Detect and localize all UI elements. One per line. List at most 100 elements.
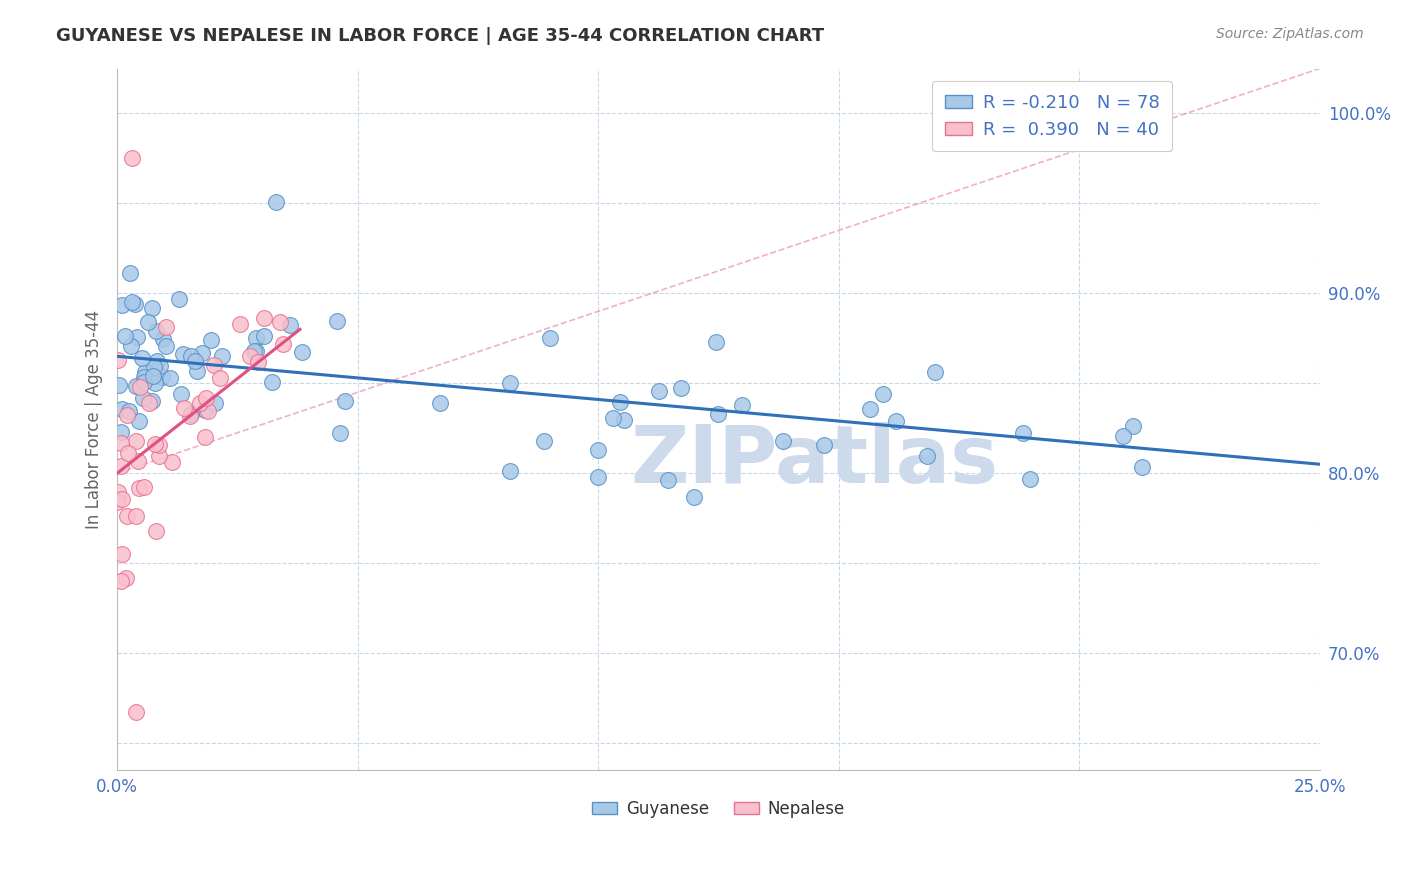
Point (145, 324, 167, 338)
Point (239, 349, 262, 363)
Point (264, 194, 287, 209)
Point (669, 381, 692, 395)
Point (333, 394, 356, 409)
Point (586, 442, 609, 457)
Point (859, 402, 882, 417)
Point (813, 438, 835, 452)
Point (125, 330, 148, 344)
Point (143, 437, 166, 451)
Point (124, 508, 146, 523)
Point (499, 376, 522, 390)
Point (197, 404, 219, 418)
Point (706, 334, 728, 349)
Point (278, 318, 301, 332)
Point (194, 391, 217, 405)
Point (149, 359, 172, 373)
Point (613, 413, 636, 427)
Point (115, 508, 138, 523)
Point (128, 414, 150, 428)
Point (184, 354, 207, 368)
Point (132, 375, 155, 389)
Text: ZIPatlas: ZIPatlas (630, 422, 998, 500)
Point (136, 315, 159, 329)
Point (1018, 472, 1040, 486)
Point (105, 495, 128, 509)
Point (915, 450, 938, 464)
Point (731, 398, 754, 412)
Point (155, 319, 177, 334)
Point (429, 395, 451, 409)
Point (132, 370, 155, 384)
Point (1121, 418, 1143, 433)
Point (246, 355, 269, 369)
Point (707, 407, 730, 421)
Point (190, 346, 212, 360)
Point (683, 490, 706, 504)
Point (143, 376, 166, 391)
Point (159, 371, 181, 385)
Point (538, 331, 561, 345)
Point (111, 402, 134, 417)
Text: GUYANESE VS NEPALESE IN LABOR FORCE | AGE 35-44 CORRELATION CHART: GUYANESE VS NEPALESE IN LABOR FORCE | AG… (56, 27, 824, 45)
Point (172, 347, 194, 361)
Point (141, 394, 163, 409)
Point (125, 378, 148, 392)
Point (884, 414, 907, 428)
Point (124, 296, 146, 310)
Point (139, 369, 162, 384)
Point (1111, 429, 1133, 443)
Point (271, 337, 294, 351)
Point (138, 396, 160, 410)
Point (120, 339, 142, 353)
Text: Source: ZipAtlas.com: Source: ZipAtlas.com (1216, 27, 1364, 41)
Legend: Guyanese, Nepalese: Guyanese, Nepalese (586, 794, 851, 825)
Point (170, 386, 193, 401)
Point (145, 524, 167, 539)
Point (211, 349, 233, 363)
Point (150, 369, 173, 384)
Point (107, 352, 129, 367)
Point (190, 396, 212, 410)
Point (148, 449, 170, 463)
Point (115, 571, 138, 585)
Point (772, 434, 794, 448)
Point (245, 331, 267, 345)
Point (129, 380, 152, 394)
Point (586, 470, 609, 484)
Point (117, 446, 139, 460)
Point (269, 315, 291, 329)
Point (142, 359, 165, 374)
Point (142, 369, 165, 384)
Point (609, 395, 631, 409)
Point (326, 313, 349, 327)
Point (148, 438, 170, 452)
Point (167, 292, 190, 306)
Point (1012, 425, 1035, 440)
Y-axis label: In Labor Force | Age 35-44: In Labor Force | Age 35-44 (86, 310, 103, 529)
Point (200, 334, 222, 348)
Point (179, 409, 201, 423)
Point (872, 386, 894, 401)
Point (1130, 459, 1153, 474)
Point (107, 378, 129, 392)
Point (114, 328, 136, 343)
Point (121, 295, 143, 310)
Point (152, 332, 174, 346)
Point (180, 349, 202, 363)
Point (253, 310, 276, 325)
Point (202, 359, 225, 373)
Point (118, 404, 141, 418)
Point (107, 484, 129, 499)
Point (110, 458, 132, 473)
Point (186, 364, 208, 378)
Point (115, 408, 138, 422)
Point (193, 403, 215, 417)
Point (602, 410, 624, 425)
Point (533, 434, 555, 449)
Point (125, 706, 148, 720)
Point (204, 396, 226, 410)
Point (110, 298, 132, 312)
Point (132, 391, 155, 405)
Point (499, 464, 522, 478)
Point (107, 492, 129, 507)
